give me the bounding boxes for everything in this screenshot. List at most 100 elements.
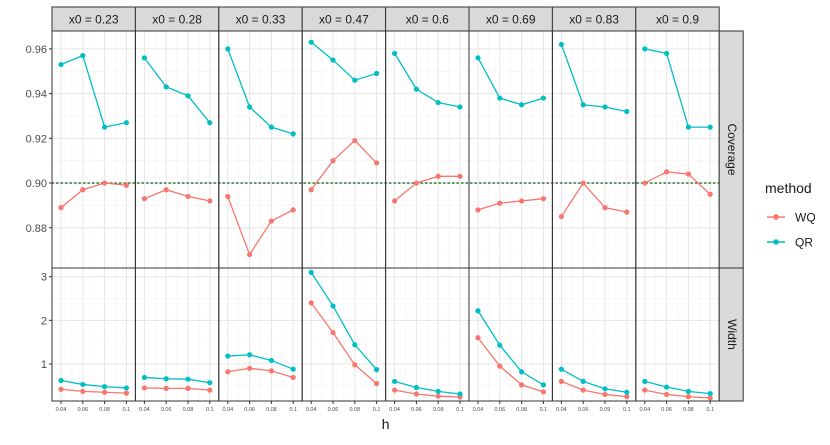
x-tick-label: 0.06 (578, 407, 589, 413)
data-point-qr (519, 369, 525, 375)
data-point-wq (664, 391, 670, 398)
data-point-wq (580, 387, 586, 393)
data-point-wq (497, 200, 503, 206)
data-point-wq (268, 218, 274, 224)
data-point-wq (123, 182, 129, 188)
x-tick-label: 0.04 (306, 407, 317, 413)
x-tick-label: 0.04 (639, 407, 650, 413)
series-line-qr (644, 380, 711, 395)
data-point-wq (141, 196, 147, 202)
data-point-wq (642, 180, 648, 186)
facet-column-label: x0 = 0.47 (319, 13, 369, 27)
facet-strip-right (718, 30, 744, 269)
data-point-wq (392, 198, 398, 204)
data-point-qr (457, 391, 463, 397)
data-point-wq (558, 213, 565, 220)
data-point-wq (141, 385, 147, 391)
data-point-qr (247, 104, 253, 110)
data-point-wq (374, 380, 380, 387)
x-tick-label: 0.06 (244, 407, 255, 413)
data-point-qr (80, 52, 86, 59)
facet-column-label: x0 = 0.6 (406, 13, 449, 27)
series-line-wq (477, 337, 544, 393)
data-point-wq (207, 387, 213, 393)
data-point-qr (457, 104, 463, 110)
data-point-wq (519, 198, 525, 204)
series-line-wq (394, 389, 461, 398)
series-line-qr (144, 376, 210, 384)
data-point-qr (642, 46, 648, 52)
data-point-wq (435, 173, 441, 179)
legend-title: method (765, 180, 812, 196)
y-tick-label: 0.92 (26, 133, 47, 145)
data-point-qr (102, 384, 108, 390)
data-point-qr (308, 269, 314, 275)
data-point-wq (308, 300, 314, 306)
series-line-wq (310, 139, 378, 191)
facet-strip-top (134, 6, 220, 32)
data-point-wq (707, 395, 713, 401)
data-point-qr (141, 374, 147, 381)
x-tick-label: 0.08 (516, 407, 527, 413)
facet-strip-top (551, 6, 637, 32)
x-tick-label: 0.04 (473, 407, 484, 413)
y-tick-label: 0.94 (26, 89, 47, 101)
data-point-wq (330, 329, 336, 336)
series-line-wq (560, 181, 627, 217)
series-line-wq (227, 367, 294, 379)
data-point-wq (308, 187, 314, 193)
data-point-qr (80, 381, 86, 388)
facet-column-label: x0 = 0.23 (69, 13, 119, 27)
x-tick-label: 0.1 (623, 407, 631, 413)
series-line-qr (394, 380, 461, 395)
data-point-wq (540, 389, 547, 395)
series-line-qr (60, 379, 127, 389)
series-line-wq (394, 175, 460, 202)
series-line-qr (560, 44, 627, 113)
x-tick-label: 0.08 (99, 407, 110, 413)
data-point-wq (330, 158, 336, 164)
data-point-qr (374, 367, 380, 373)
x-tick-label: 0.06 (77, 407, 88, 413)
x-tick-label: 0.04 (139, 407, 150, 413)
data-point-qr (207, 120, 213, 126)
data-point-qr (707, 390, 713, 397)
data-point-qr (558, 366, 565, 372)
data-point-qr (685, 388, 692, 395)
x-tick-label: 0.1 (206, 407, 214, 413)
data-point-wq (475, 207, 481, 213)
data-point-qr (664, 384, 670, 390)
facet-strip-top (385, 6, 470, 32)
data-point-wq (163, 187, 169, 193)
data-point-qr (225, 46, 231, 52)
facet-strip-top (468, 6, 553, 32)
x-tick-label: 0.04 (389, 407, 400, 413)
data-point-wq (163, 385, 169, 391)
data-point-qr (123, 120, 129, 126)
data-point-wq (707, 191, 713, 197)
facet-strip-top (301, 6, 387, 32)
x-tick-label: 0.1 (289, 407, 297, 413)
series-line-qr (394, 53, 461, 108)
data-point-qr (141, 55, 147, 61)
data-point-wq (540, 196, 547, 202)
x-tick-label: 0.06 (494, 407, 505, 413)
data-point-qr (392, 378, 398, 384)
y-tick-label: 0.88 (26, 223, 47, 235)
data-point-wq (185, 385, 191, 391)
data-point-wq (225, 193, 231, 200)
facet-column-label: x0 = 0.9 (656, 13, 699, 27)
data-point-qr (58, 377, 64, 384)
x-tick-label: 0.06 (661, 407, 672, 413)
y-tick-label: 2 (41, 315, 47, 327)
data-point-qr (207, 380, 213, 386)
data-point-wq (642, 387, 648, 393)
data-point-qr (624, 389, 630, 395)
data-point-qr (123, 385, 129, 391)
x-tick-label: 0.09 (600, 407, 611, 413)
data-point-wq (58, 205, 64, 211)
data-point-wq (185, 193, 191, 200)
x-tick-label: 0.06 (161, 407, 172, 413)
data-point-qr (602, 386, 608, 392)
series-line-wq (644, 171, 711, 195)
